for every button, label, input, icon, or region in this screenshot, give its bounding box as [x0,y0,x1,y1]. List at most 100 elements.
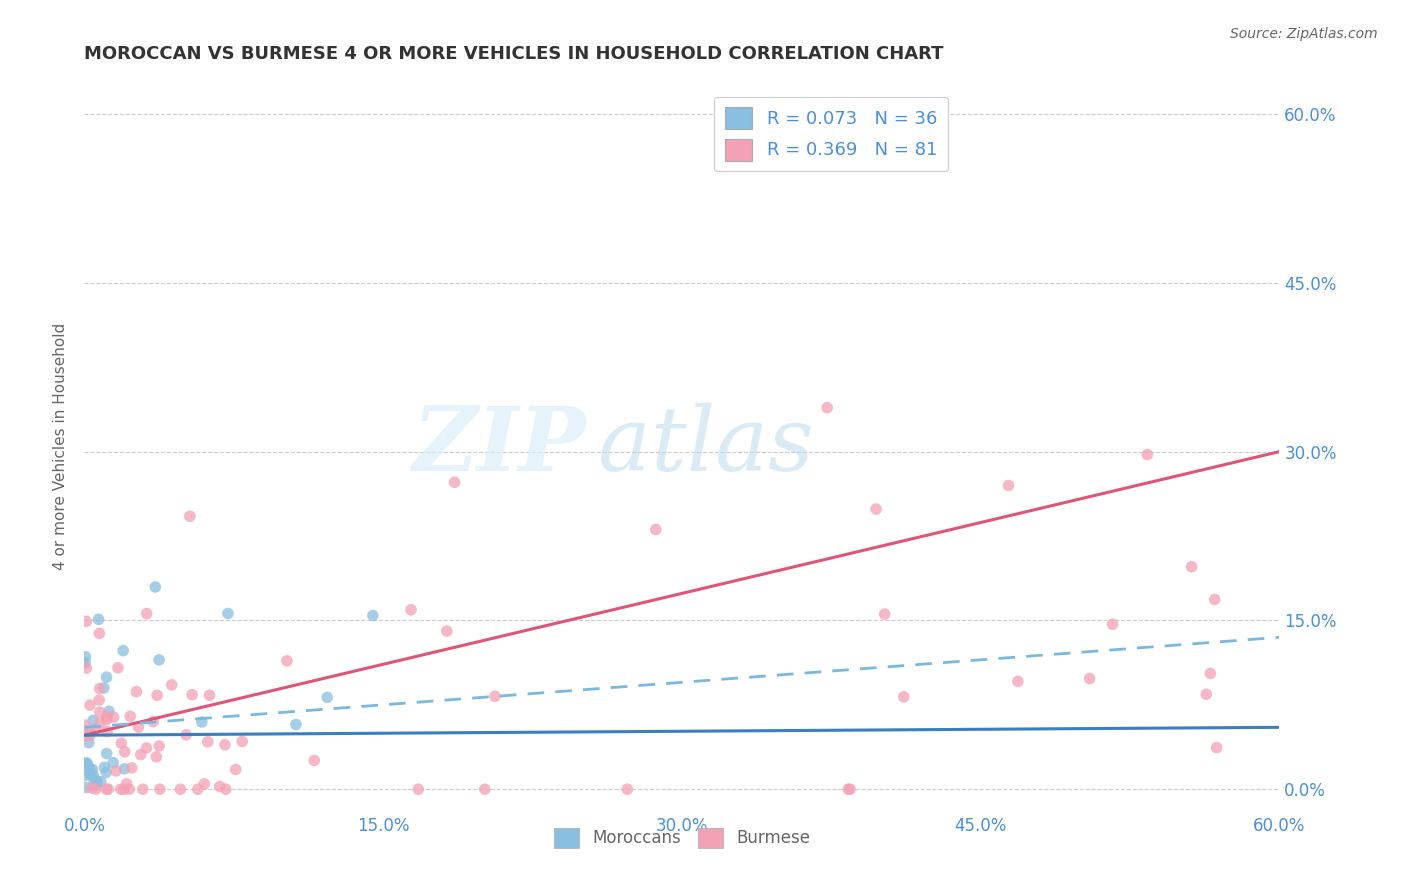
Point [79,765,101,780]
Point [1007,674,1029,689]
Point [125,684,148,698]
Point [436,624,458,639]
Point [79,698,101,712]
Legend: Moroccans, Burmese: Moroccans, Burmese [547,821,817,855]
Y-axis label: 4 or more Vehicles in Household: 4 or more Vehicles in Household [53,322,69,570]
Point [97,782,120,797]
Text: Source: ZipAtlas.com: Source: ZipAtlas.com [1230,27,1378,41]
Point [1204,592,1226,607]
Point [75,661,97,675]
Point [127,720,149,734]
Point [118,782,141,797]
Point [1078,672,1101,686]
Point [82,769,104,783]
Point [76,729,98,743]
Point [132,782,155,797]
Point [103,710,125,724]
Point [103,756,125,770]
Point [79,762,101,776]
Point [135,607,157,621]
Text: ZIP: ZIP [413,403,586,489]
Point [997,478,1019,492]
Point [105,764,128,778]
Point [75,780,97,795]
Point [89,626,111,640]
Point [82,714,104,728]
Point [644,523,666,537]
Point [231,734,253,748]
Point [1195,687,1218,701]
Point [135,741,157,756]
Point [75,768,97,782]
Point [149,782,172,797]
Text: atlas: atlas [599,402,814,490]
Point [208,780,231,794]
Point [1136,448,1159,462]
Point [115,777,138,791]
Point [214,738,236,752]
Point [1101,617,1123,632]
Point [148,739,170,753]
Point [160,678,183,692]
Point [110,782,132,797]
Point [76,756,98,770]
Point [145,749,167,764]
Point [316,690,339,705]
Point [84,782,107,797]
Point [112,782,135,797]
Point [361,608,384,623]
Point [87,612,110,626]
Point [146,688,169,702]
Point [215,782,238,797]
Point [143,580,166,594]
Point [616,782,638,797]
Text: MOROCCAN VS BURMESE 4 OR MORE VEHICLES IN HOUSEHOLD CORRELATION CHART: MOROCCAN VS BURMESE 4 OR MORE VEHICLES I… [84,45,943,63]
Point [217,607,239,621]
Point [484,690,506,704]
Point [76,757,98,772]
Point [89,681,111,696]
Point [89,705,111,719]
Point [1199,666,1222,681]
Point [110,736,132,750]
Point [75,756,97,771]
Point [98,704,121,718]
Point [187,782,209,797]
Point [121,761,143,775]
Point [443,475,465,490]
Point [75,649,97,664]
Point [276,654,298,668]
Point [86,777,108,791]
Point [815,401,838,415]
Point [75,656,97,670]
Point [399,603,422,617]
Point [86,773,108,788]
Point [179,509,201,524]
Point [96,713,118,727]
Point [114,745,136,759]
Point [873,607,896,621]
Point [285,717,308,731]
Point [193,777,215,791]
Point [96,765,118,780]
Point [198,688,221,702]
Point [181,688,204,702]
Point [474,782,496,797]
Point [80,780,103,795]
Point [73,718,96,732]
Point [79,768,101,782]
Point [148,653,170,667]
Point [191,714,214,729]
Point [96,709,118,723]
Point [96,724,118,739]
Point [79,728,101,742]
Point [865,502,887,516]
Point [169,782,191,797]
Point [1205,740,1227,755]
Point [408,782,430,797]
Point [96,782,118,797]
Point [112,643,135,657]
Point [83,776,105,790]
Point [302,754,325,768]
Point [82,763,104,777]
